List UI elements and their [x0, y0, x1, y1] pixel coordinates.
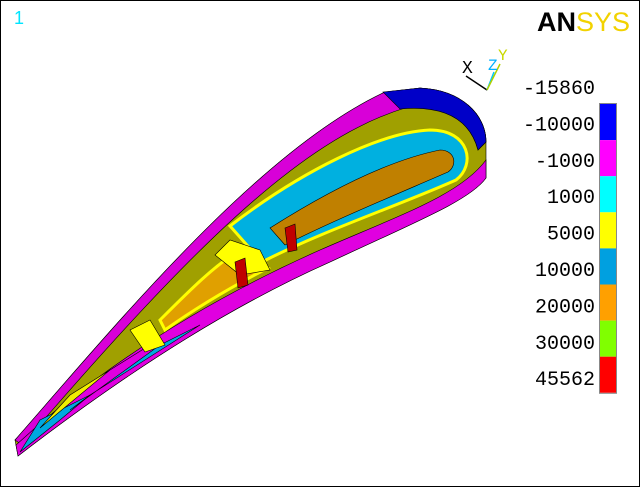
legend-swatch — [600, 176, 616, 212]
window-number: 1 — [14, 8, 24, 28]
legend-swatch — [600, 285, 616, 321]
legend-swatch — [600, 104, 616, 140]
triad-y: Y — [498, 47, 508, 65]
page: {"window_number": "1", "logo": {"first":… — [0, 0, 640, 487]
graphics-window: 1 ANSYS X Z Y -15860 -10000 -1000 1000 5000 1… — [0, 0, 640, 487]
logo-second: SYS — [576, 7, 630, 37]
legend-label: 45562 — [535, 369, 595, 392]
legend-swatch — [600, 321, 616, 357]
triad-z: Z — [488, 57, 498, 75]
legend-label: 10000 — [535, 260, 595, 283]
legend-label: 1000 — [547, 187, 595, 210]
legend-label: -10000 — [523, 114, 595, 137]
legend-swatch — [600, 248, 616, 284]
legend-swatch — [600, 357, 616, 393]
logo: ANSYS — [537, 7, 630, 37]
legend-label: 20000 — [535, 296, 595, 319]
legend-label: -15860 — [523, 78, 595, 101]
legend-swatch — [600, 140, 616, 176]
legend-swatch — [600, 212, 616, 248]
legend-label: -1000 — [535, 151, 595, 174]
triad-x: X — [462, 59, 473, 79]
legend-label: 5000 — [547, 224, 595, 247]
logo-first: AN — [537, 7, 576, 37]
legend-label: 30000 — [535, 333, 595, 356]
